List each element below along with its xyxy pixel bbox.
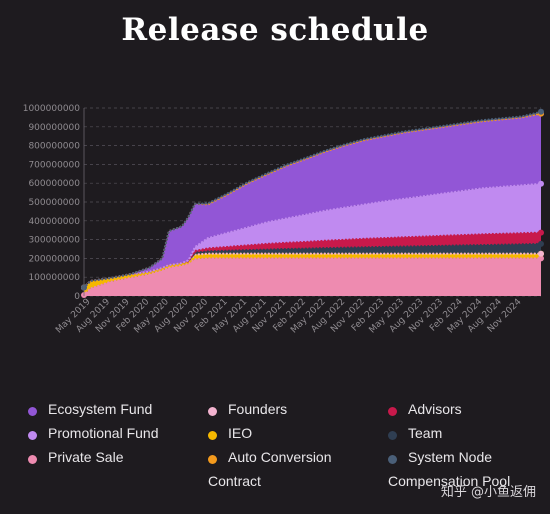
data-point bbox=[538, 229, 544, 236]
series-line-promotional-fund bbox=[82, 182, 543, 289]
data-point bbox=[538, 108, 544, 115]
area-layer bbox=[84, 111, 541, 296]
data-point bbox=[538, 240, 544, 247]
series-line-system-node-compensation-pool bbox=[82, 110, 543, 289]
legend-label: Auto Conversion Contract bbox=[208, 449, 332, 489]
data-point bbox=[538, 255, 544, 262]
series-area-team bbox=[84, 243, 541, 288]
legend-label: Founders bbox=[228, 401, 288, 417]
legend-swatch bbox=[388, 407, 397, 416]
legend-label: Private Sale bbox=[48, 449, 124, 465]
y-tick-label: 900000000 bbox=[28, 123, 80, 133]
y-tick-label: 100000000 bbox=[28, 273, 80, 283]
legend-label: Advisors bbox=[408, 401, 462, 417]
y-tick-label: 600000000 bbox=[28, 179, 80, 189]
data-point bbox=[538, 250, 544, 257]
y-tick-label: 400000000 bbox=[28, 217, 80, 227]
legend-swatch bbox=[388, 455, 397, 464]
legend-swatch bbox=[208, 407, 217, 416]
legend-swatch bbox=[208, 431, 217, 440]
series-area-promotional-fund bbox=[84, 183, 541, 288]
legend-label: System Node Compensation Pool bbox=[388, 449, 511, 489]
legend-label: Team bbox=[408, 425, 443, 441]
y-tick-label: 200000000 bbox=[28, 254, 80, 264]
y-tick-label: 800000000 bbox=[28, 142, 80, 152]
legend-label: Ecosystem Fund bbox=[48, 401, 153, 417]
dot-layer bbox=[81, 108, 544, 299]
legend-label: Promotional Fund bbox=[48, 425, 159, 441]
series-area-advisors bbox=[84, 232, 541, 288]
legend-swatch bbox=[208, 455, 217, 464]
y-tick-label: 500000000 bbox=[28, 198, 80, 208]
series-line-private-sale bbox=[82, 257, 543, 297]
legend-swatch bbox=[388, 431, 397, 440]
chart-title: Release schedule bbox=[121, 12, 429, 48]
series-area-ieo bbox=[84, 253, 541, 296]
series-line-advisors bbox=[82, 231, 543, 289]
series-line-founders bbox=[82, 252, 543, 289]
series-line-team bbox=[82, 242, 543, 289]
y-tick-label: 0 bbox=[74, 292, 80, 302]
legend-swatch bbox=[28, 407, 37, 416]
y-tick-label: 300000000 bbox=[28, 236, 80, 246]
legend-label: IEO bbox=[228, 425, 253, 441]
series-area-private-sale bbox=[84, 258, 541, 296]
legend-swatch bbox=[28, 431, 37, 440]
data-point bbox=[538, 180, 544, 187]
y-tick-label: 700000000 bbox=[28, 160, 80, 170]
y-tick-label: 1000000000 bbox=[23, 104, 81, 114]
watermark: 知乎 @小鱼返佣 bbox=[440, 485, 536, 500]
legend-swatch bbox=[28, 455, 37, 464]
